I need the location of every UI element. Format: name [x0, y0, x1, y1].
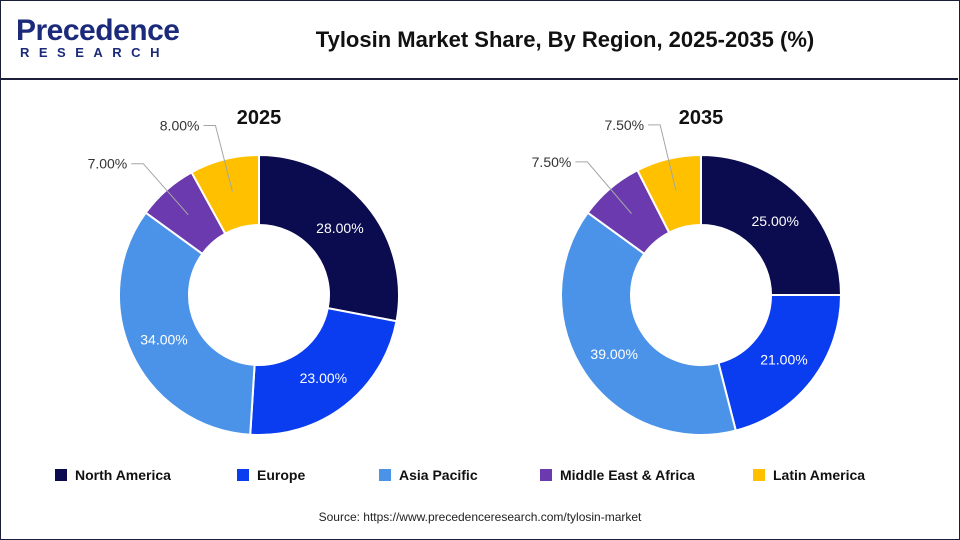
legend-swatch-4	[753, 469, 765, 481]
legend-item-1: Europe	[237, 464, 305, 486]
donut-slice-0-2	[118, 211, 256, 436]
data-label-1-3: 7.50%	[532, 154, 572, 170]
leader-line-0-3	[131, 163, 189, 216]
legend-swatch-3	[540, 469, 552, 481]
legend-label-3: Middle East & Africa	[560, 467, 695, 483]
data-label-0-0: 28.00%	[316, 220, 363, 236]
legend-item-2: Asia Pacific	[379, 464, 478, 486]
donut-slice-1-1	[717, 294, 843, 432]
donut-slice-1-2	[560, 211, 738, 436]
data-label-1-4: 7.50%	[604, 117, 644, 133]
donut-slice-0-0	[258, 153, 400, 323]
leader-line-1-3	[575, 161, 632, 214]
legend-item-3: Middle East & Africa	[540, 464, 695, 486]
donut-title-1: 2035	[679, 107, 724, 129]
legend-label-2: Asia Pacific	[399, 467, 478, 483]
legend-swatch-0	[55, 469, 67, 481]
logo-name: Precedence	[16, 14, 180, 47]
legend-item-0: North America	[55, 464, 171, 486]
legend-swatch-2	[379, 469, 391, 481]
data-label-0-3: 7.00%	[88, 156, 128, 172]
header: Precedence RESEARCH Tylosin Market Share…	[0, 0, 958, 80]
logo-subtitle: RESEARCH	[20, 45, 169, 60]
leader-line-0-4	[203, 124, 233, 192]
data-label-1-0: 25.00%	[752, 213, 799, 229]
data-label-0-2: 34.00%	[140, 332, 187, 348]
legend: North America Europe Asia Pacific Middle Ea…	[0, 464, 960, 486]
brand-logo: Precedence RESEARCH	[16, 14, 180, 66]
legend-label-4: Latin America	[773, 467, 866, 483]
chart-title: Tylosin Market Share, By Region, 2025-20…	[315, 27, 815, 52]
donut-slice-1-4	[636, 153, 702, 234]
donut-title-0: 2025	[237, 107, 282, 129]
legend-item-4: Latin America	[753, 464, 865, 486]
donut-charts: 2025 28.00% 23.00% 34.00% 7.00% 8.00% 2035 25.0…	[88, 107, 843, 436]
data-label-1-1: 21.00%	[760, 351, 807, 367]
donut-slice-0-1	[249, 306, 398, 436]
donut-slice-1-0	[700, 153, 843, 296]
legend-swatch-1	[237, 469, 249, 481]
legend-label-1: Europe	[257, 467, 306, 483]
data-label-0-1: 23.00%	[300, 370, 347, 386]
source-note: Source: https://www.precedenceresearch.c…	[318, 510, 642, 524]
leader-line-1-4	[648, 124, 677, 192]
data-label-0-4: 8.00%	[160, 117, 200, 133]
legend-label-0: North America	[75, 467, 171, 483]
data-label-1-2: 39.00%	[590, 346, 637, 362]
donut-slice-0-4	[190, 153, 260, 236]
